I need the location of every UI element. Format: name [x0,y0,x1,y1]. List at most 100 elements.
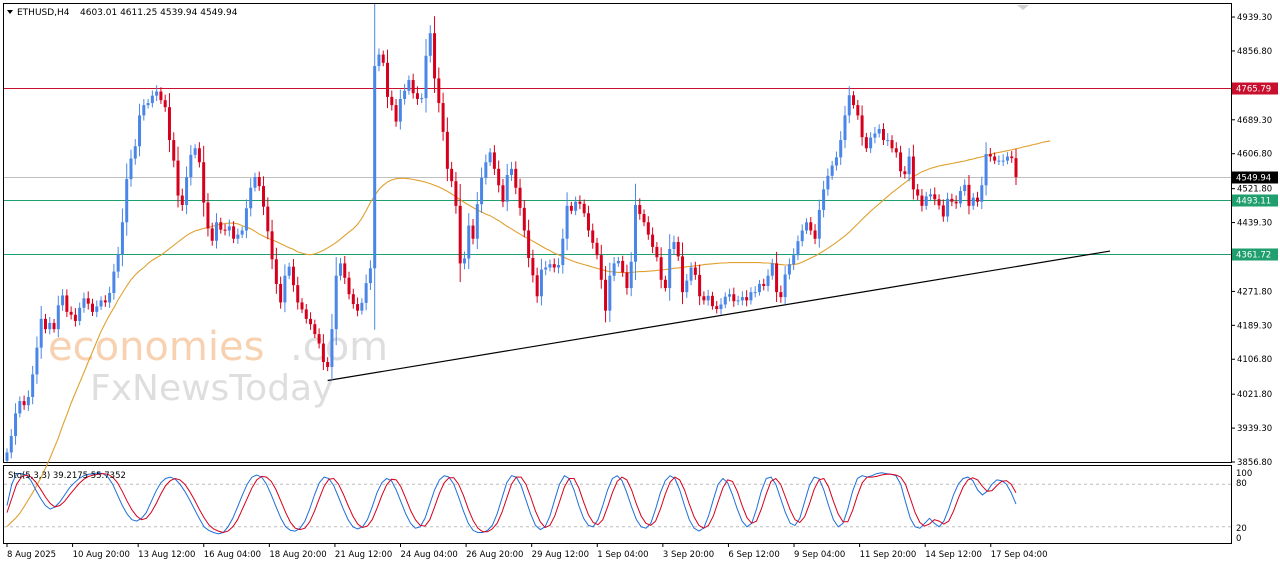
candle[interactable] [82,292,86,313]
candle[interactable] [394,99,398,127]
candle[interactable] [103,295,107,307]
candle[interactable] [604,266,608,323]
candle[interactable] [950,193,954,207]
candle[interactable] [805,218,809,234]
candle[interactable] [338,257,342,281]
collapse-arrow-icon[interactable] [7,10,13,14]
candle[interactable] [386,49,390,109]
candle[interactable] [856,99,860,120]
candle[interactable] [155,85,159,102]
candle[interactable] [65,289,69,318]
candle[interactable] [99,296,103,310]
candle[interactable] [125,163,129,236]
candle[interactable] [736,295,740,306]
candle[interactable] [296,276,300,310]
stochastic-panel[interactable] [3,465,1232,544]
candle[interactable] [847,86,851,124]
candle[interactable] [971,193,975,210]
candle[interactable] [441,92,445,141]
candle[interactable] [120,208,124,267]
candle[interactable] [146,99,150,109]
candle[interactable] [133,139,137,165]
candle[interactable] [984,142,988,196]
candle[interactable] [980,176,984,210]
candle[interactable] [467,213,471,270]
candle[interactable] [206,193,210,237]
candle[interactable] [9,429,13,459]
candle[interactable] [907,148,911,182]
candle[interactable] [770,258,774,280]
candle[interactable] [569,201,573,215]
candle[interactable] [368,260,372,291]
candle[interactable] [22,395,26,410]
candle[interactable] [796,235,800,261]
candle[interactable] [321,334,325,371]
candle[interactable] [270,219,274,270]
candle[interactable] [869,132,873,153]
candle[interactable] [142,99,146,121]
candle[interactable] [43,313,47,334]
candle[interactable] [689,262,693,286]
candle[interactable] [937,194,941,210]
candle[interactable] [668,234,672,301]
candle[interactable] [993,152,997,165]
candle[interactable] [894,142,898,158]
candle[interactable] [988,147,992,162]
candle[interactable] [706,289,710,306]
candle[interactable] [740,291,744,306]
candle[interactable] [830,160,834,180]
candle[interactable] [638,198,642,220]
candle[interactable] [505,163,509,212]
candle[interactable] [403,84,407,105]
candle[interactable] [813,224,817,245]
candle[interactable] [873,126,877,144]
candle[interactable] [364,274,368,311]
candle[interactable] [326,357,330,372]
candle[interactable] [492,145,496,175]
candle[interactable] [420,93,424,104]
candle[interactable] [728,288,732,302]
candle[interactable] [757,279,761,296]
candle[interactable] [719,298,723,315]
candle[interactable] [916,183,920,201]
candle[interactable] [822,180,826,218]
candle[interactable] [112,263,116,300]
candle[interactable] [552,258,556,273]
candle[interactable] [343,256,347,285]
ascending-trendline[interactable] [327,250,1111,382]
candle[interactable] [304,303,308,324]
candle[interactable] [415,86,419,105]
candle[interactable] [390,90,394,111]
candle[interactable] [262,176,266,216]
candle[interactable] [852,91,856,109]
candle[interactable] [997,155,1001,166]
candle[interactable] [886,133,890,146]
candle[interactable] [933,187,937,206]
candle[interactable] [210,222,214,246]
candle[interactable] [843,105,847,149]
candle[interactable] [172,132,176,168]
candle[interactable] [958,186,962,208]
candle[interactable] [586,205,590,237]
candle[interactable] [69,306,73,320]
candle[interactable] [488,148,492,166]
candle[interactable] [176,146,180,208]
candle[interactable] [52,318,56,333]
candle[interactable] [313,319,317,339]
candle[interactable] [633,183,637,280]
candle[interactable] [775,251,779,303]
chart-shift-marker-icon[interactable] [1017,5,1029,10]
candle[interactable] [287,262,291,280]
candle[interactable] [5,448,9,462]
candle[interactable] [800,224,804,247]
candle[interactable] [163,94,167,112]
candle[interactable] [501,178,505,208]
candle[interactable] [608,262,612,322]
candle[interactable] [398,89,402,130]
candle[interactable] [433,16,437,93]
candle[interactable] [279,276,283,309]
candle[interactable] [881,123,885,145]
candle[interactable] [903,166,907,179]
candle[interactable] [766,269,770,292]
candle[interactable] [928,188,932,202]
